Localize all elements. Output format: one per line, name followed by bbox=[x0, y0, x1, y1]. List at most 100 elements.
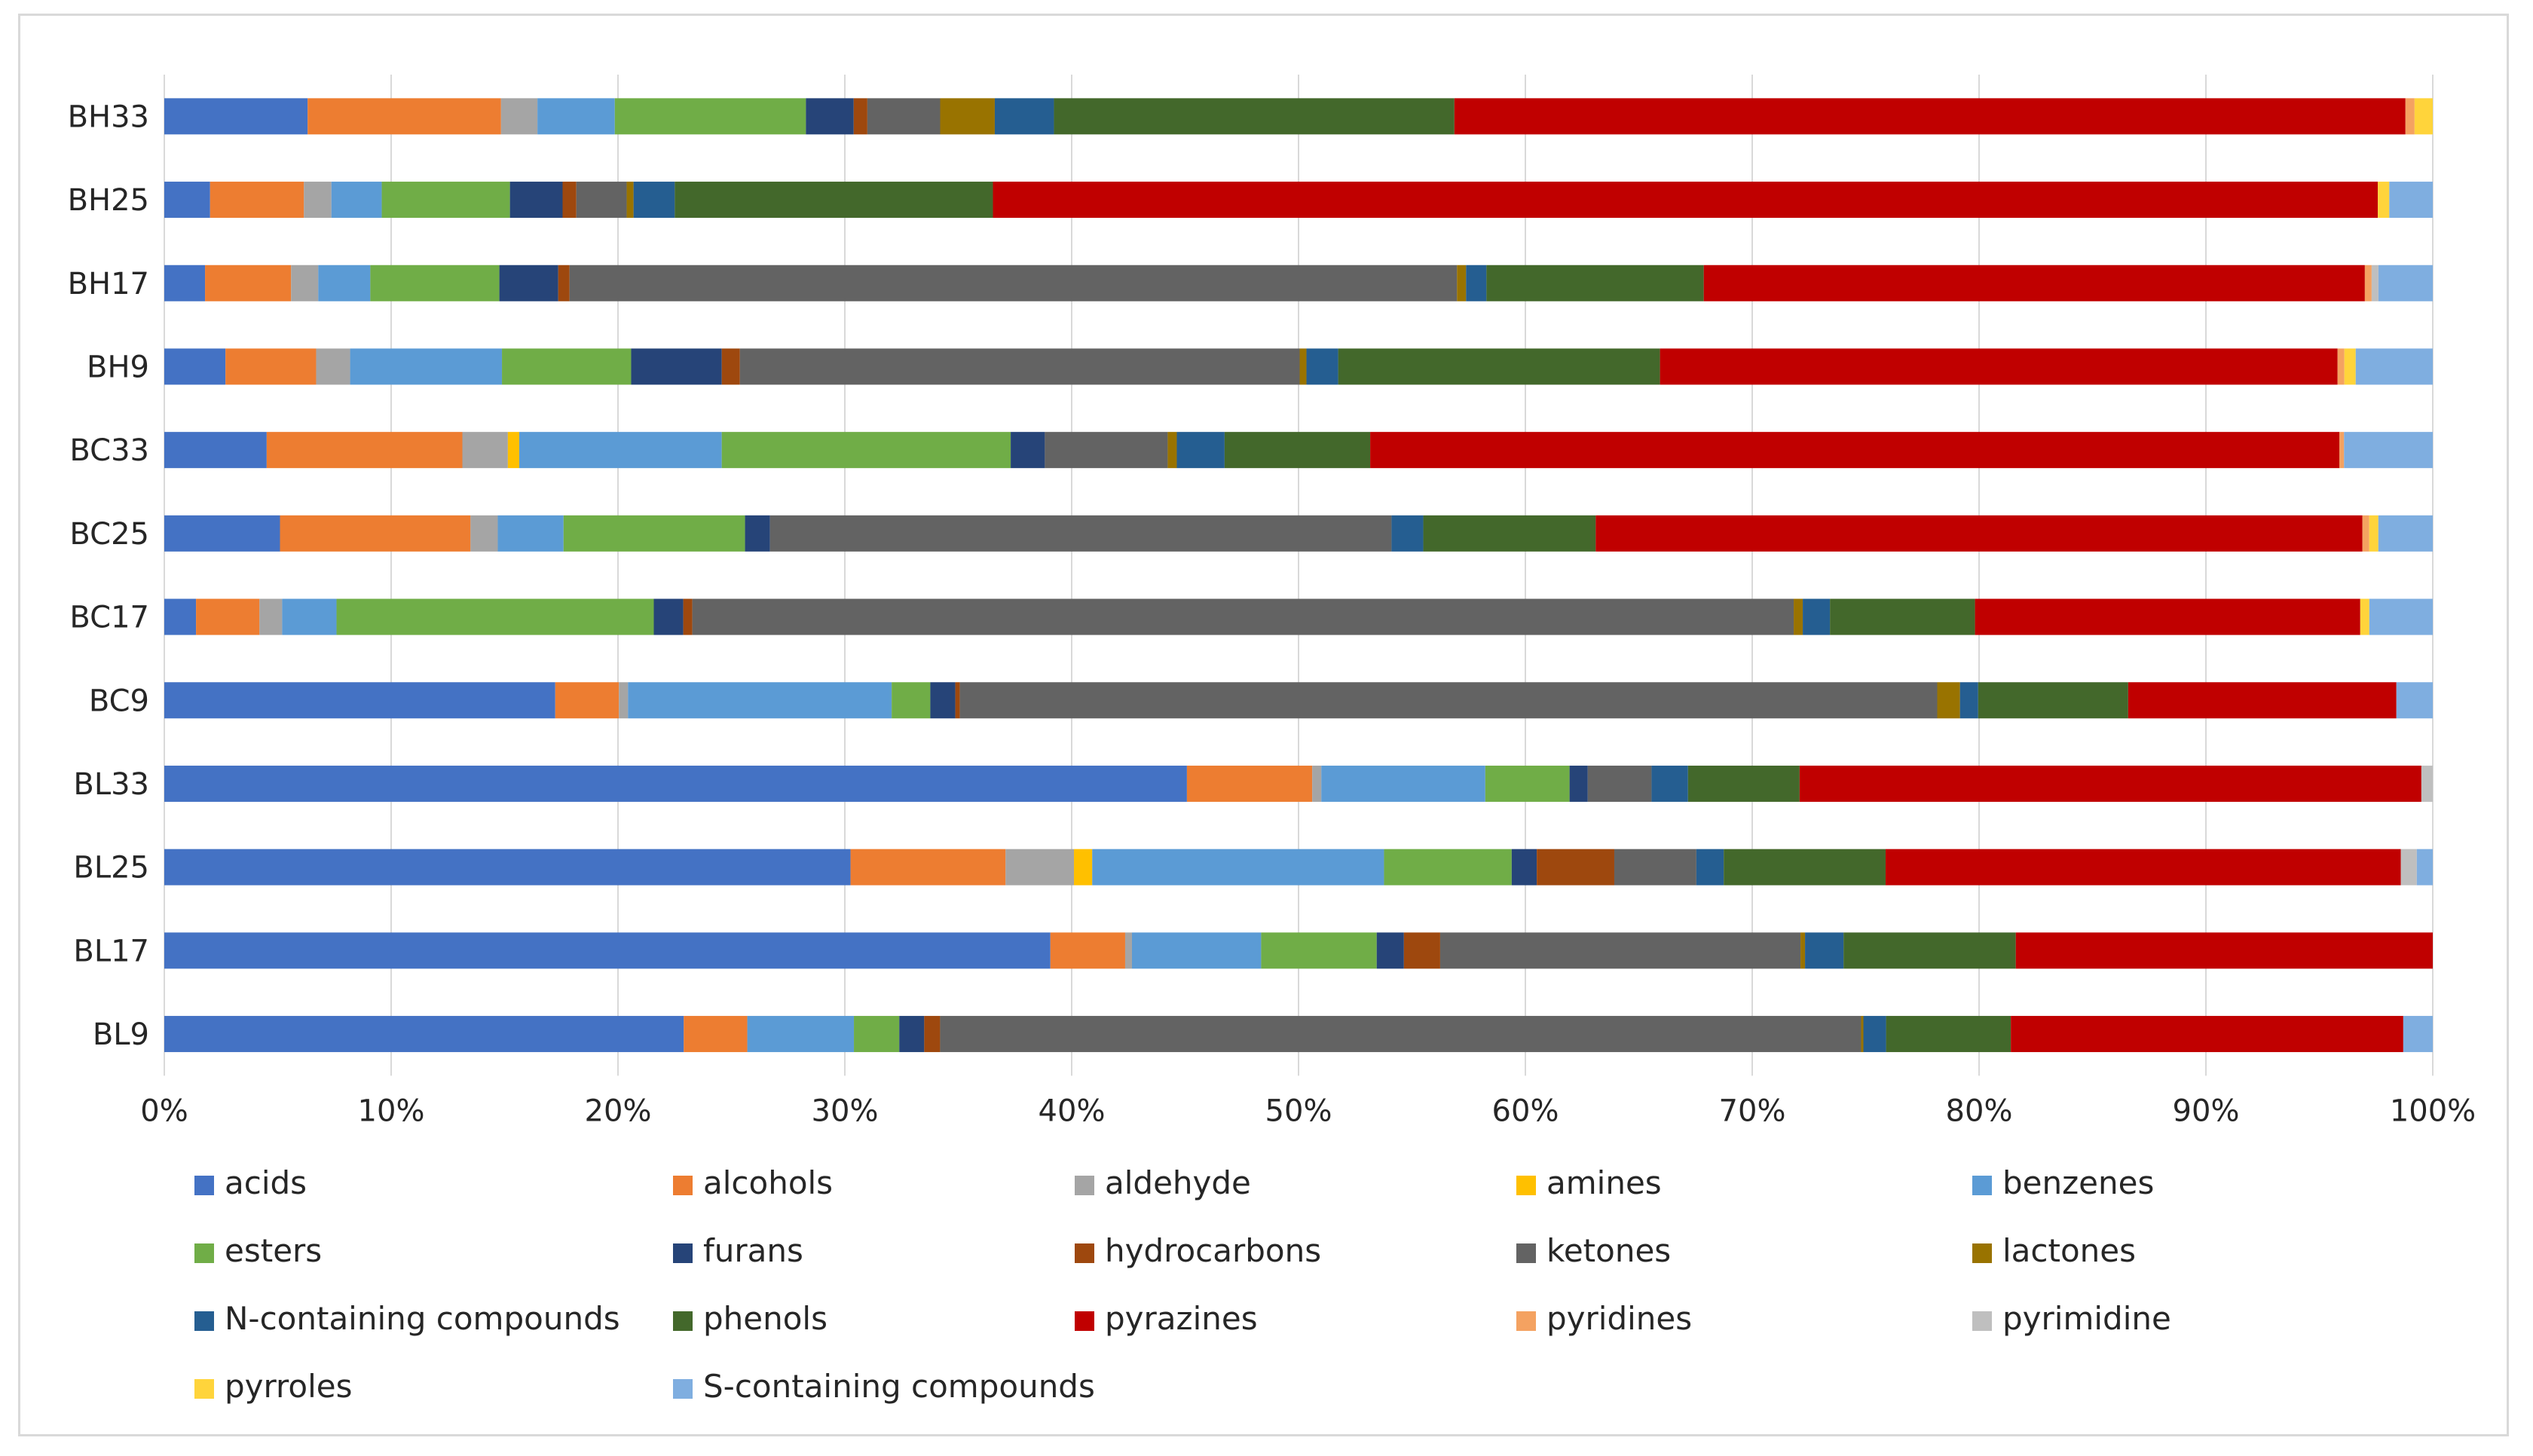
bar-segment-n-containing-compounds bbox=[1176, 432, 1225, 469]
bar-segment-esters bbox=[381, 182, 510, 219]
bar-segment-phenols bbox=[1830, 598, 1975, 635]
bar-segment-pyrazines bbox=[1595, 515, 2363, 552]
bar-segment-lactones bbox=[1794, 598, 1803, 635]
bar-segment-n-containing-compounds bbox=[994, 98, 1054, 135]
bar-segment-pyrazines bbox=[2011, 1016, 2403, 1053]
chart-frame: 0% 10% 20% 30% 40% 50% 60% 70% 80% 90% 100% BH33 BH2… bbox=[18, 14, 2509, 1436]
bar-segment-phenols bbox=[1338, 348, 1660, 385]
bar-segment-benzenes bbox=[497, 515, 564, 552]
legend-label: pyridines bbox=[1546, 1300, 1692, 1337]
bar-segment-esters bbox=[854, 1016, 900, 1053]
bar-segment-furans bbox=[899, 1016, 925, 1053]
legend-swatch-hydrocarbons bbox=[1075, 1243, 1094, 1263]
bar-segment-benzenes bbox=[1131, 932, 1262, 969]
bar-segment-amines bbox=[507, 432, 519, 469]
bar-segment-benzenes bbox=[537, 98, 615, 135]
bar-segment-ketones bbox=[692, 598, 1794, 635]
bar-segment-aldehyde bbox=[470, 515, 498, 552]
legend-swatch-furans bbox=[673, 1243, 693, 1263]
bar-segment-phenols bbox=[1843, 932, 2016, 969]
legend-swatch-n-containing-compounds bbox=[194, 1311, 214, 1331]
legend-label: pyrroles bbox=[225, 1368, 352, 1405]
bar-segment-esters bbox=[721, 432, 1011, 469]
legend-label: furans bbox=[703, 1232, 803, 1269]
bar-segment-n-containing-compounds bbox=[1696, 849, 1724, 886]
category-label: BL9 bbox=[93, 1017, 149, 1052]
bar-segment-furans bbox=[1569, 765, 1588, 802]
x-tick-label: 10% bbox=[358, 1094, 425, 1128]
bar-segment-pyrazines bbox=[1370, 432, 2340, 469]
bar-segment-furans bbox=[509, 182, 563, 219]
legend-label: alcohols bbox=[703, 1164, 833, 1201]
bar-segment-pyridines bbox=[2405, 98, 2415, 135]
bar-segment-furans bbox=[1376, 932, 1404, 969]
bar-segment-esters bbox=[1261, 932, 1377, 969]
legend-label: lactones bbox=[2002, 1232, 2136, 1269]
bar-segment-phenols bbox=[1886, 1016, 2011, 1053]
bar-segment-ketones bbox=[569, 265, 1458, 301]
bar-segment-alcohols bbox=[1186, 765, 1313, 802]
x-tick-label: 80% bbox=[1946, 1094, 2013, 1128]
legend-swatch-esters bbox=[194, 1243, 214, 1263]
category-label: BL17 bbox=[73, 934, 149, 968]
legend-label: aldehyde bbox=[1105, 1164, 1251, 1201]
bar-segment-acids bbox=[164, 348, 226, 385]
bar-segment-furans bbox=[745, 515, 770, 552]
bar-segment-aldehyde bbox=[1124, 932, 1132, 969]
bar-segment-furans bbox=[499, 265, 558, 301]
bar-segment-ketones bbox=[959, 682, 1938, 719]
bar-segment-pyridines bbox=[2339, 432, 2345, 469]
bar-segment-benzenes bbox=[282, 598, 337, 635]
bar-segment-s-containing-compounds bbox=[2416, 849, 2433, 886]
bar-segment-acids bbox=[164, 265, 206, 301]
bar-segment-aldehyde bbox=[619, 682, 629, 719]
bar-segment-lactones bbox=[1299, 348, 1307, 385]
legend-swatch-aldehyde bbox=[1075, 1176, 1094, 1195]
bar-segment-s-containing-compounds bbox=[2344, 432, 2433, 469]
bar-segment-pyrazines bbox=[1703, 265, 2365, 301]
bar-segment-hydrocarbons bbox=[1537, 849, 1614, 886]
bar-segment-aldehyde bbox=[291, 265, 319, 301]
bar-segment-n-containing-compounds bbox=[1863, 1016, 1886, 1053]
bar-segment-n-containing-compounds bbox=[633, 182, 675, 219]
bar-segment-s-containing-compounds bbox=[2369, 598, 2433, 635]
bar-segment-ketones bbox=[1045, 432, 1168, 469]
legend-label: hydrocarbons bbox=[1105, 1232, 1321, 1269]
category-label: BH17 bbox=[68, 267, 149, 301]
bar-segment-lactones bbox=[1457, 265, 1467, 301]
bar-segment-esters bbox=[1485, 765, 1570, 802]
bar-segment-furans bbox=[806, 98, 854, 135]
category-label: BL33 bbox=[73, 767, 149, 802]
bar-segment-pyrimidine bbox=[2400, 849, 2417, 886]
category-label: BL25 bbox=[73, 851, 149, 886]
x-tick-label: 0% bbox=[140, 1094, 188, 1128]
legend-label: esters bbox=[225, 1232, 322, 1269]
bar-segment-lactones bbox=[1167, 432, 1177, 469]
bar-segment-pyridines bbox=[2362, 515, 2369, 552]
bar-segment-ketones bbox=[576, 182, 627, 219]
bar-segment-esters bbox=[614, 98, 806, 135]
bar-segment-s-containing-compounds bbox=[2396, 682, 2433, 719]
category-label: BH33 bbox=[68, 99, 149, 134]
bar-segment-benzenes bbox=[350, 348, 503, 385]
bar-segment-hydrocarbons bbox=[1403, 932, 1440, 969]
bar-segment-benzenes bbox=[747, 1016, 855, 1053]
bar-segment-alcohols bbox=[684, 1016, 748, 1053]
x-tick-label: 20% bbox=[585, 1094, 652, 1128]
bar-segment-pyrazines bbox=[1799, 765, 2421, 802]
legend-label: ketones bbox=[1546, 1232, 1671, 1269]
legend-swatch-s-containing-compounds bbox=[673, 1379, 693, 1399]
bar-segment-furans bbox=[1011, 432, 1045, 469]
bar-segment-phenols bbox=[1423, 515, 1596, 552]
legend-label: benzenes bbox=[2002, 1164, 2154, 1201]
x-tick-label: 50% bbox=[1265, 1094, 1332, 1128]
legend-label: S-containing compounds bbox=[703, 1368, 1095, 1405]
legend-label: pyrazines bbox=[1105, 1300, 1258, 1337]
bar-segment-hydrocarbons bbox=[721, 348, 740, 385]
bar-segment-lactones bbox=[1937, 682, 1960, 719]
bar-segment-ketones bbox=[940, 1016, 1862, 1053]
bar-segment-alcohols bbox=[280, 515, 471, 552]
bar-segment-phenols bbox=[1978, 682, 2128, 719]
bar-segment-aldehyde bbox=[462, 432, 508, 469]
bar-segment-n-containing-compounds bbox=[1803, 598, 1831, 635]
